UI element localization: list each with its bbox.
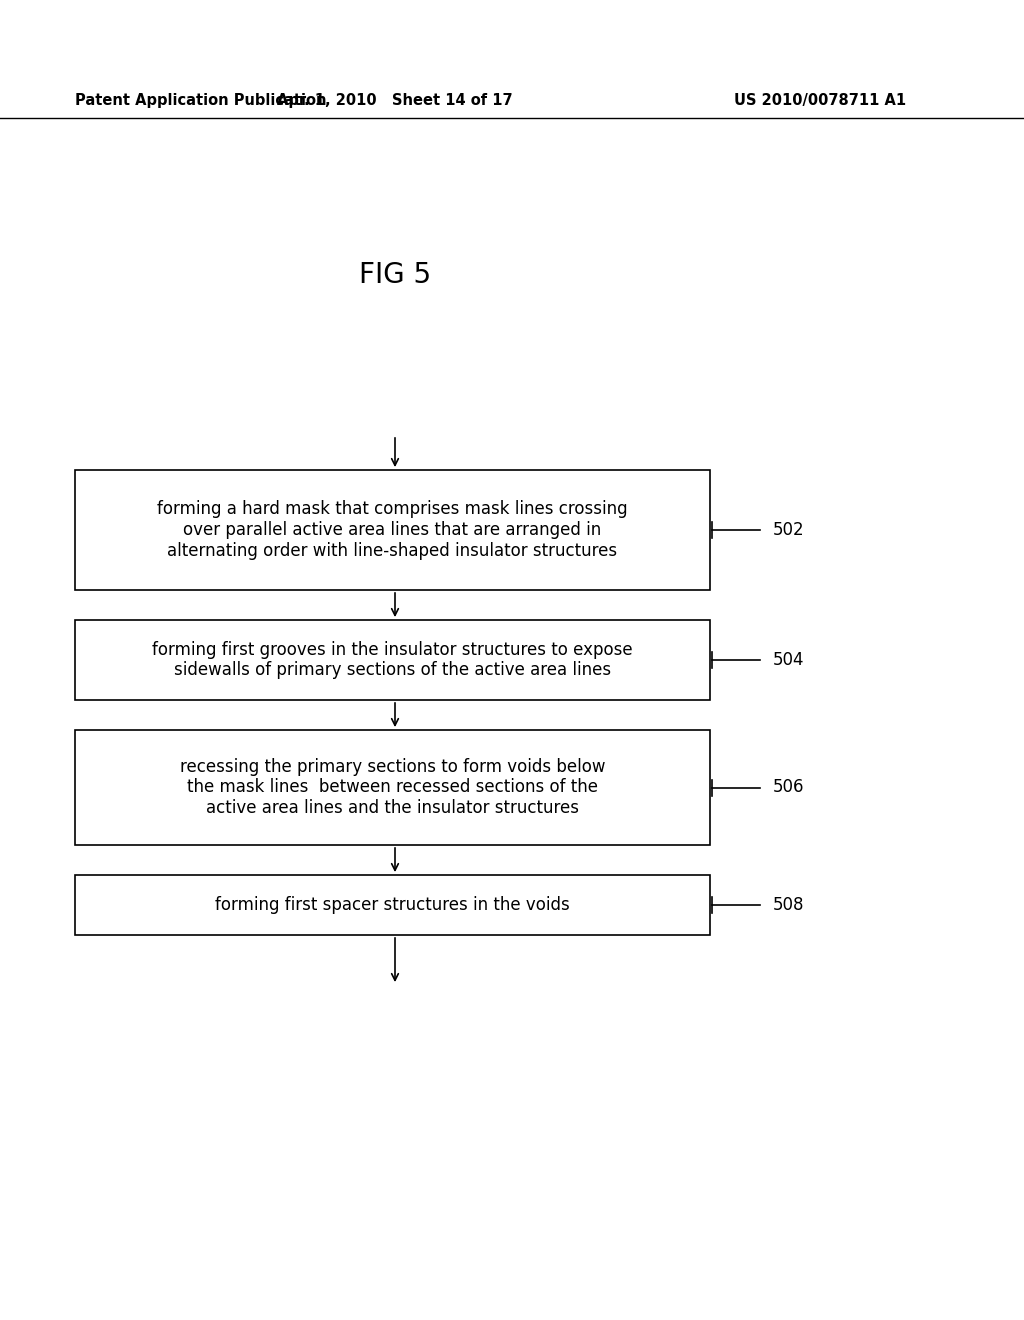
Text: FIG 5: FIG 5 bbox=[359, 261, 431, 289]
Text: forming a hard mask that comprises mask lines crossing
over parallel active area: forming a hard mask that comprises mask … bbox=[158, 500, 628, 560]
Text: 506: 506 bbox=[773, 779, 805, 796]
Text: Patent Application Publication: Patent Application Publication bbox=[75, 92, 327, 107]
Bar bbox=[75, 875, 710, 935]
Text: US 2010/0078711 A1: US 2010/0078711 A1 bbox=[734, 92, 906, 107]
Text: forming first grooves in the insulator structures to expose
sidewalls of primary: forming first grooves in the insulator s… bbox=[153, 640, 633, 680]
Text: forming first spacer structures in the voids: forming first spacer structures in the v… bbox=[215, 896, 570, 913]
Text: 504: 504 bbox=[773, 651, 805, 669]
Bar bbox=[75, 730, 710, 845]
Bar bbox=[75, 470, 710, 590]
Text: 502: 502 bbox=[773, 521, 805, 539]
Bar bbox=[75, 620, 710, 700]
Text: 508: 508 bbox=[773, 896, 805, 913]
Text: Apr. 1, 2010   Sheet 14 of 17: Apr. 1, 2010 Sheet 14 of 17 bbox=[278, 92, 513, 107]
Text: recessing the primary sections to form voids below
the mask lines  between reces: recessing the primary sections to form v… bbox=[180, 758, 605, 817]
